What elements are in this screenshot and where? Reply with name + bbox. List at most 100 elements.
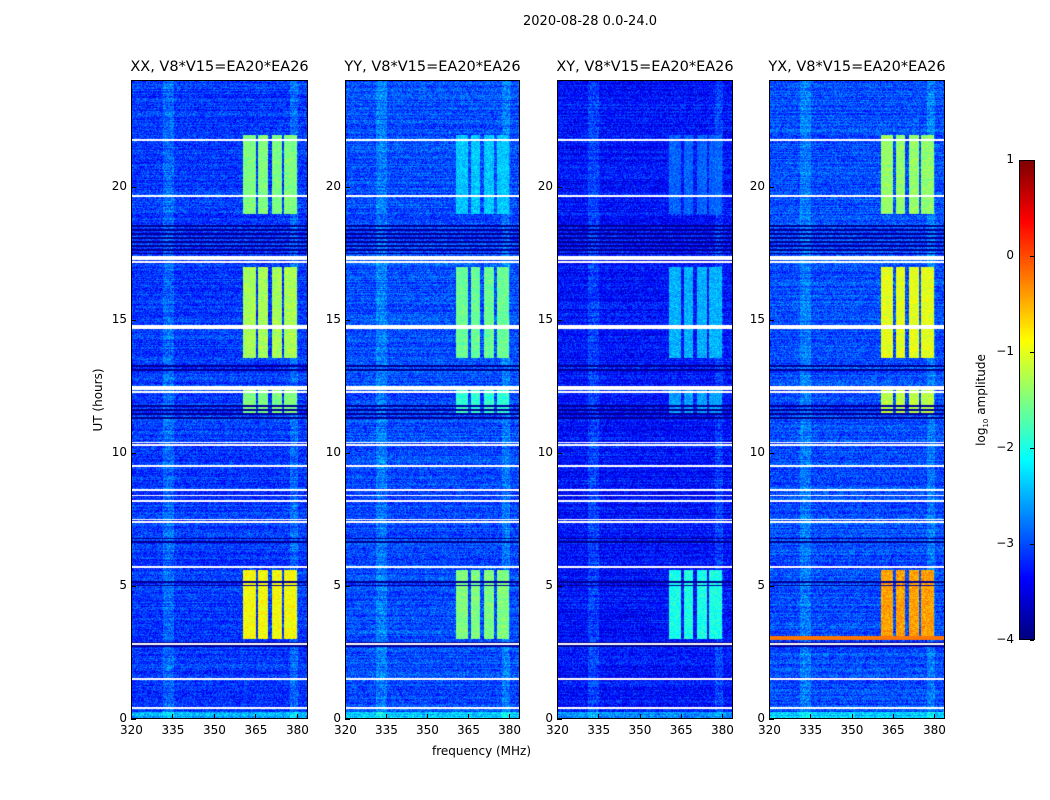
y-tick-label: 20	[111, 178, 127, 193]
heatmap-image	[346, 81, 519, 718]
x-tick-label: 380	[711, 723, 734, 737]
x-tick-label: 320	[546, 723, 569, 737]
heatmap-image	[558, 81, 732, 718]
x-tick-mark	[557, 714, 558, 719]
colorbar-tick-label: 1	[1006, 152, 1014, 166]
x-tick-label: 350	[416, 723, 439, 737]
y-tick-mark	[557, 319, 562, 321]
x-tick-mark	[934, 714, 935, 719]
panel-title: YX, V8*V15=EA20*EA26	[768, 59, 946, 75]
panel-title: YY, V8*V15=EA20*EA26	[344, 59, 521, 75]
y-tick-label: 5	[333, 577, 341, 592]
colorbar-label: log10 amplitude	[974, 354, 990, 446]
y-tick-label: 10	[749, 444, 765, 459]
x-tick-label: 350	[840, 723, 864, 737]
x-tick-mark	[131, 714, 132, 719]
waterfall-panel	[557, 80, 733, 719]
y-tick-label: 10	[111, 444, 127, 459]
y-tick-label: 20	[749, 178, 765, 193]
y-tick-mark	[557, 186, 562, 188]
x-tick-label: 335	[375, 723, 398, 737]
y-tick-label: 10	[325, 444, 341, 459]
colorbar-tick-mark	[1030, 448, 1034, 449]
colorbar-tick-mark	[1030, 160, 1034, 161]
x-tick-label: 365	[669, 723, 693, 737]
y-tick-mark	[345, 585, 350, 587]
y-tick-label: 15	[325, 311, 341, 326]
x-axis-label: frequency (MHz)	[432, 744, 532, 758]
y-tick-label: 0	[333, 711, 341, 725]
y-tick-label: 5	[119, 577, 127, 592]
y-tick-mark	[345, 719, 350, 720]
y-tick-mark	[131, 719, 136, 720]
x-tick-label: 335	[799, 723, 823, 737]
y-tick-label: 0	[545, 711, 553, 725]
y-tick-label: 15	[749, 311, 765, 326]
x-tick-mark	[427, 714, 429, 719]
x-tick-mark	[213, 714, 215, 719]
y-tick-mark	[769, 452, 774, 454]
y-tick-label: 15	[111, 311, 127, 326]
x-tick-label: 380	[498, 723, 521, 737]
y-tick-label: 0	[757, 711, 765, 725]
waterfall-panel	[131, 80, 308, 719]
x-tick-mark	[769, 714, 770, 719]
y-tick-mark	[557, 452, 562, 454]
colorbar-tick-label: −2	[996, 440, 1014, 454]
colorbar	[1019, 160, 1035, 640]
y-tick-mark	[769, 585, 774, 587]
colorbar-tick-label: −1	[996, 344, 1014, 358]
y-tick-mark	[131, 585, 136, 587]
x-tick-mark	[639, 714, 641, 719]
y-tick-label: 20	[537, 178, 553, 193]
colorbar-label-log: log	[973, 427, 988, 446]
x-tick-mark	[810, 714, 812, 719]
y-tick-mark	[769, 186, 774, 188]
x-tick-label: 350	[202, 723, 226, 737]
y-axis-label: UT (hours)	[91, 368, 105, 432]
y-tick-mark	[557, 585, 562, 587]
y-tick-mark	[769, 319, 774, 321]
x-tick-label: 320	[120, 723, 143, 737]
x-tick-label: 320	[758, 723, 781, 737]
panel-title: XX, V8*V15=EA20*EA26	[130, 59, 309, 75]
colorbar-tick-mark	[1030, 352, 1034, 353]
colorbar-tick-mark	[1030, 544, 1034, 545]
x-tick-label: 365	[457, 723, 480, 737]
y-tick-label: 15	[537, 311, 553, 326]
x-tick-mark	[386, 714, 388, 719]
colorbar-label-sub: 10	[982, 418, 991, 428]
heatmap-image	[770, 81, 944, 718]
x-tick-mark	[722, 714, 723, 719]
colorbar-tick-mark	[1030, 640, 1034, 641]
x-tick-mark	[509, 714, 511, 719]
y-tick-mark	[345, 452, 350, 454]
panel-title: XY, V8*V15=EA20*EA26	[556, 59, 734, 75]
colorbar-label-rest: amplitude	[973, 354, 988, 419]
x-tick-label: 335	[161, 723, 185, 737]
y-tick-label: 5	[545, 577, 553, 592]
x-tick-mark	[892, 714, 894, 719]
y-tick-mark	[557, 719, 562, 720]
heatmap-image	[132, 81, 307, 718]
waterfall-panel	[345, 80, 520, 719]
x-tick-label: 365	[244, 723, 268, 737]
y-tick-mark	[131, 319, 136, 321]
x-tick-mark	[345, 714, 346, 719]
y-tick-mark	[131, 452, 136, 454]
figure-title: 2020-08-28 0.0-24.0	[523, 14, 657, 29]
x-tick-label: 365	[881, 723, 905, 737]
y-tick-label: 20	[325, 178, 341, 193]
waterfall-panel	[769, 80, 945, 719]
x-tick-label: 380	[923, 723, 946, 737]
colorbar-tick-label: −4	[996, 632, 1014, 646]
y-tick-mark	[131, 186, 136, 188]
y-tick-label: 0	[119, 711, 127, 725]
x-tick-label: 380	[285, 723, 309, 737]
colorbar-tick-label: 0	[1006, 248, 1014, 262]
x-tick-mark	[468, 714, 470, 719]
y-tick-label: 5	[757, 577, 765, 592]
x-tick-mark	[172, 714, 174, 719]
colorbar-tick-mark	[1030, 256, 1034, 257]
